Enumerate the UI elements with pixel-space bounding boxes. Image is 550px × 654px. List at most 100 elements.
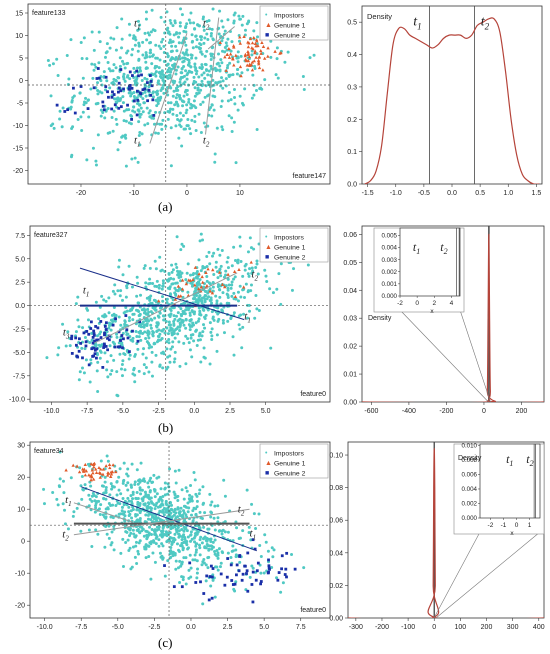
genuine2-point (150, 84, 154, 88)
inset-x-tick-label: 2 (432, 300, 436, 307)
impostor-point (165, 503, 169, 507)
legend-box (259, 443, 329, 479)
impostor-point (126, 488, 130, 492)
impostor-point (196, 280, 200, 284)
impostor-point (184, 556, 188, 560)
impostor-point (102, 497, 106, 501)
impostor-point (185, 124, 189, 128)
impostor-point (127, 22, 131, 26)
impostor-point (161, 37, 165, 41)
impostor-point (144, 285, 148, 289)
genuine2-point (152, 114, 156, 117)
impostor-point (206, 37, 210, 41)
impostor-point (162, 327, 166, 331)
impostor-point (198, 331, 202, 335)
genuine2-point (267, 570, 270, 574)
inset-x-tick-label: -2 (488, 522, 494, 529)
impostor-point (195, 276, 199, 280)
impostor-point (210, 67, 214, 71)
impostor-point (128, 528, 132, 532)
impostor-point (96, 92, 100, 96)
impostor-point (162, 318, 166, 322)
impostor-point (220, 532, 224, 536)
impostor-point (80, 128, 84, 132)
genuine1-point (217, 270, 222, 274)
impostor-point (162, 91, 166, 95)
impostor-point (208, 282, 212, 286)
impostor-point (158, 551, 162, 555)
impostor-point (230, 294, 234, 298)
impostor-point (218, 9, 222, 13)
impostor-point (132, 34, 136, 38)
genuine1-point (109, 472, 114, 476)
impostor-point (218, 64, 222, 68)
impostor-point (170, 282, 174, 286)
impostor-point (101, 110, 105, 114)
genuine2-point (107, 95, 110, 99)
impostor-point (126, 496, 130, 500)
impostor-point (145, 506, 149, 510)
impostor-point (174, 56, 178, 60)
impostor-point (109, 372, 113, 376)
genuine2-point (63, 110, 67, 113)
impostor-point (199, 131, 203, 135)
impostor-point (162, 513, 166, 517)
genuine2-point (117, 90, 120, 94)
impostor-point (116, 289, 120, 293)
impostor-point (279, 302, 283, 306)
impostor-point (176, 566, 180, 570)
impostor-point (286, 50, 290, 54)
impostor-point (199, 232, 203, 236)
impostor-point (214, 260, 218, 264)
impostor-point (155, 476, 159, 480)
y-tick-label: -20 (13, 168, 23, 175)
impostor-point (80, 366, 84, 370)
impostor-point (127, 91, 131, 95)
impostor-point (203, 54, 207, 58)
impostor-point (210, 103, 214, 107)
impostor-point (153, 560, 157, 564)
impostor-point (184, 88, 188, 92)
impostor-point (121, 565, 125, 569)
impostor-point (224, 269, 228, 273)
x-tick-label: 10 (236, 190, 244, 197)
impostor-point (174, 567, 178, 571)
impostor-point (185, 489, 189, 493)
impostor-point (233, 275, 237, 279)
x-tick-label: -2.5 (148, 624, 160, 631)
genuine2-point (127, 350, 131, 353)
impostor-point (209, 330, 213, 334)
genuine2-point (199, 580, 202, 584)
x-tick-label: 200 (516, 408, 528, 415)
genuine1-point (246, 51, 251, 55)
impostor-point (202, 296, 206, 300)
impostor-point (99, 79, 103, 83)
genuine2-point (113, 345, 117, 349)
impostor-point (61, 322, 65, 326)
impostor-point (105, 454, 109, 458)
impostor-point (219, 561, 223, 565)
impostor-point (90, 338, 94, 342)
y-axis-label: Density (458, 455, 482, 462)
genuine2-point (95, 338, 99, 342)
genuine2-point (235, 573, 238, 577)
impostor-point (169, 164, 173, 168)
genuine2-point (93, 352, 97, 356)
impostor-point (209, 64, 213, 68)
impostor-point (220, 309, 224, 313)
impostor-point (167, 30, 171, 34)
impostor-point (216, 61, 220, 65)
impostor-point (202, 308, 206, 312)
impostor-point (204, 546, 208, 550)
impostor-point (221, 551, 225, 555)
x-tick-label: -1.5 (362, 190, 374, 197)
impostor-point (144, 17, 148, 21)
impostor-point (178, 559, 182, 563)
impostor-point (259, 571, 263, 575)
impostor-point (230, 264, 234, 268)
impostor-point (147, 336, 151, 340)
genuine2-point (149, 79, 153, 83)
impostor-point (241, 529, 245, 533)
genuine2-point (136, 98, 140, 102)
genuine1-point (260, 40, 264, 45)
